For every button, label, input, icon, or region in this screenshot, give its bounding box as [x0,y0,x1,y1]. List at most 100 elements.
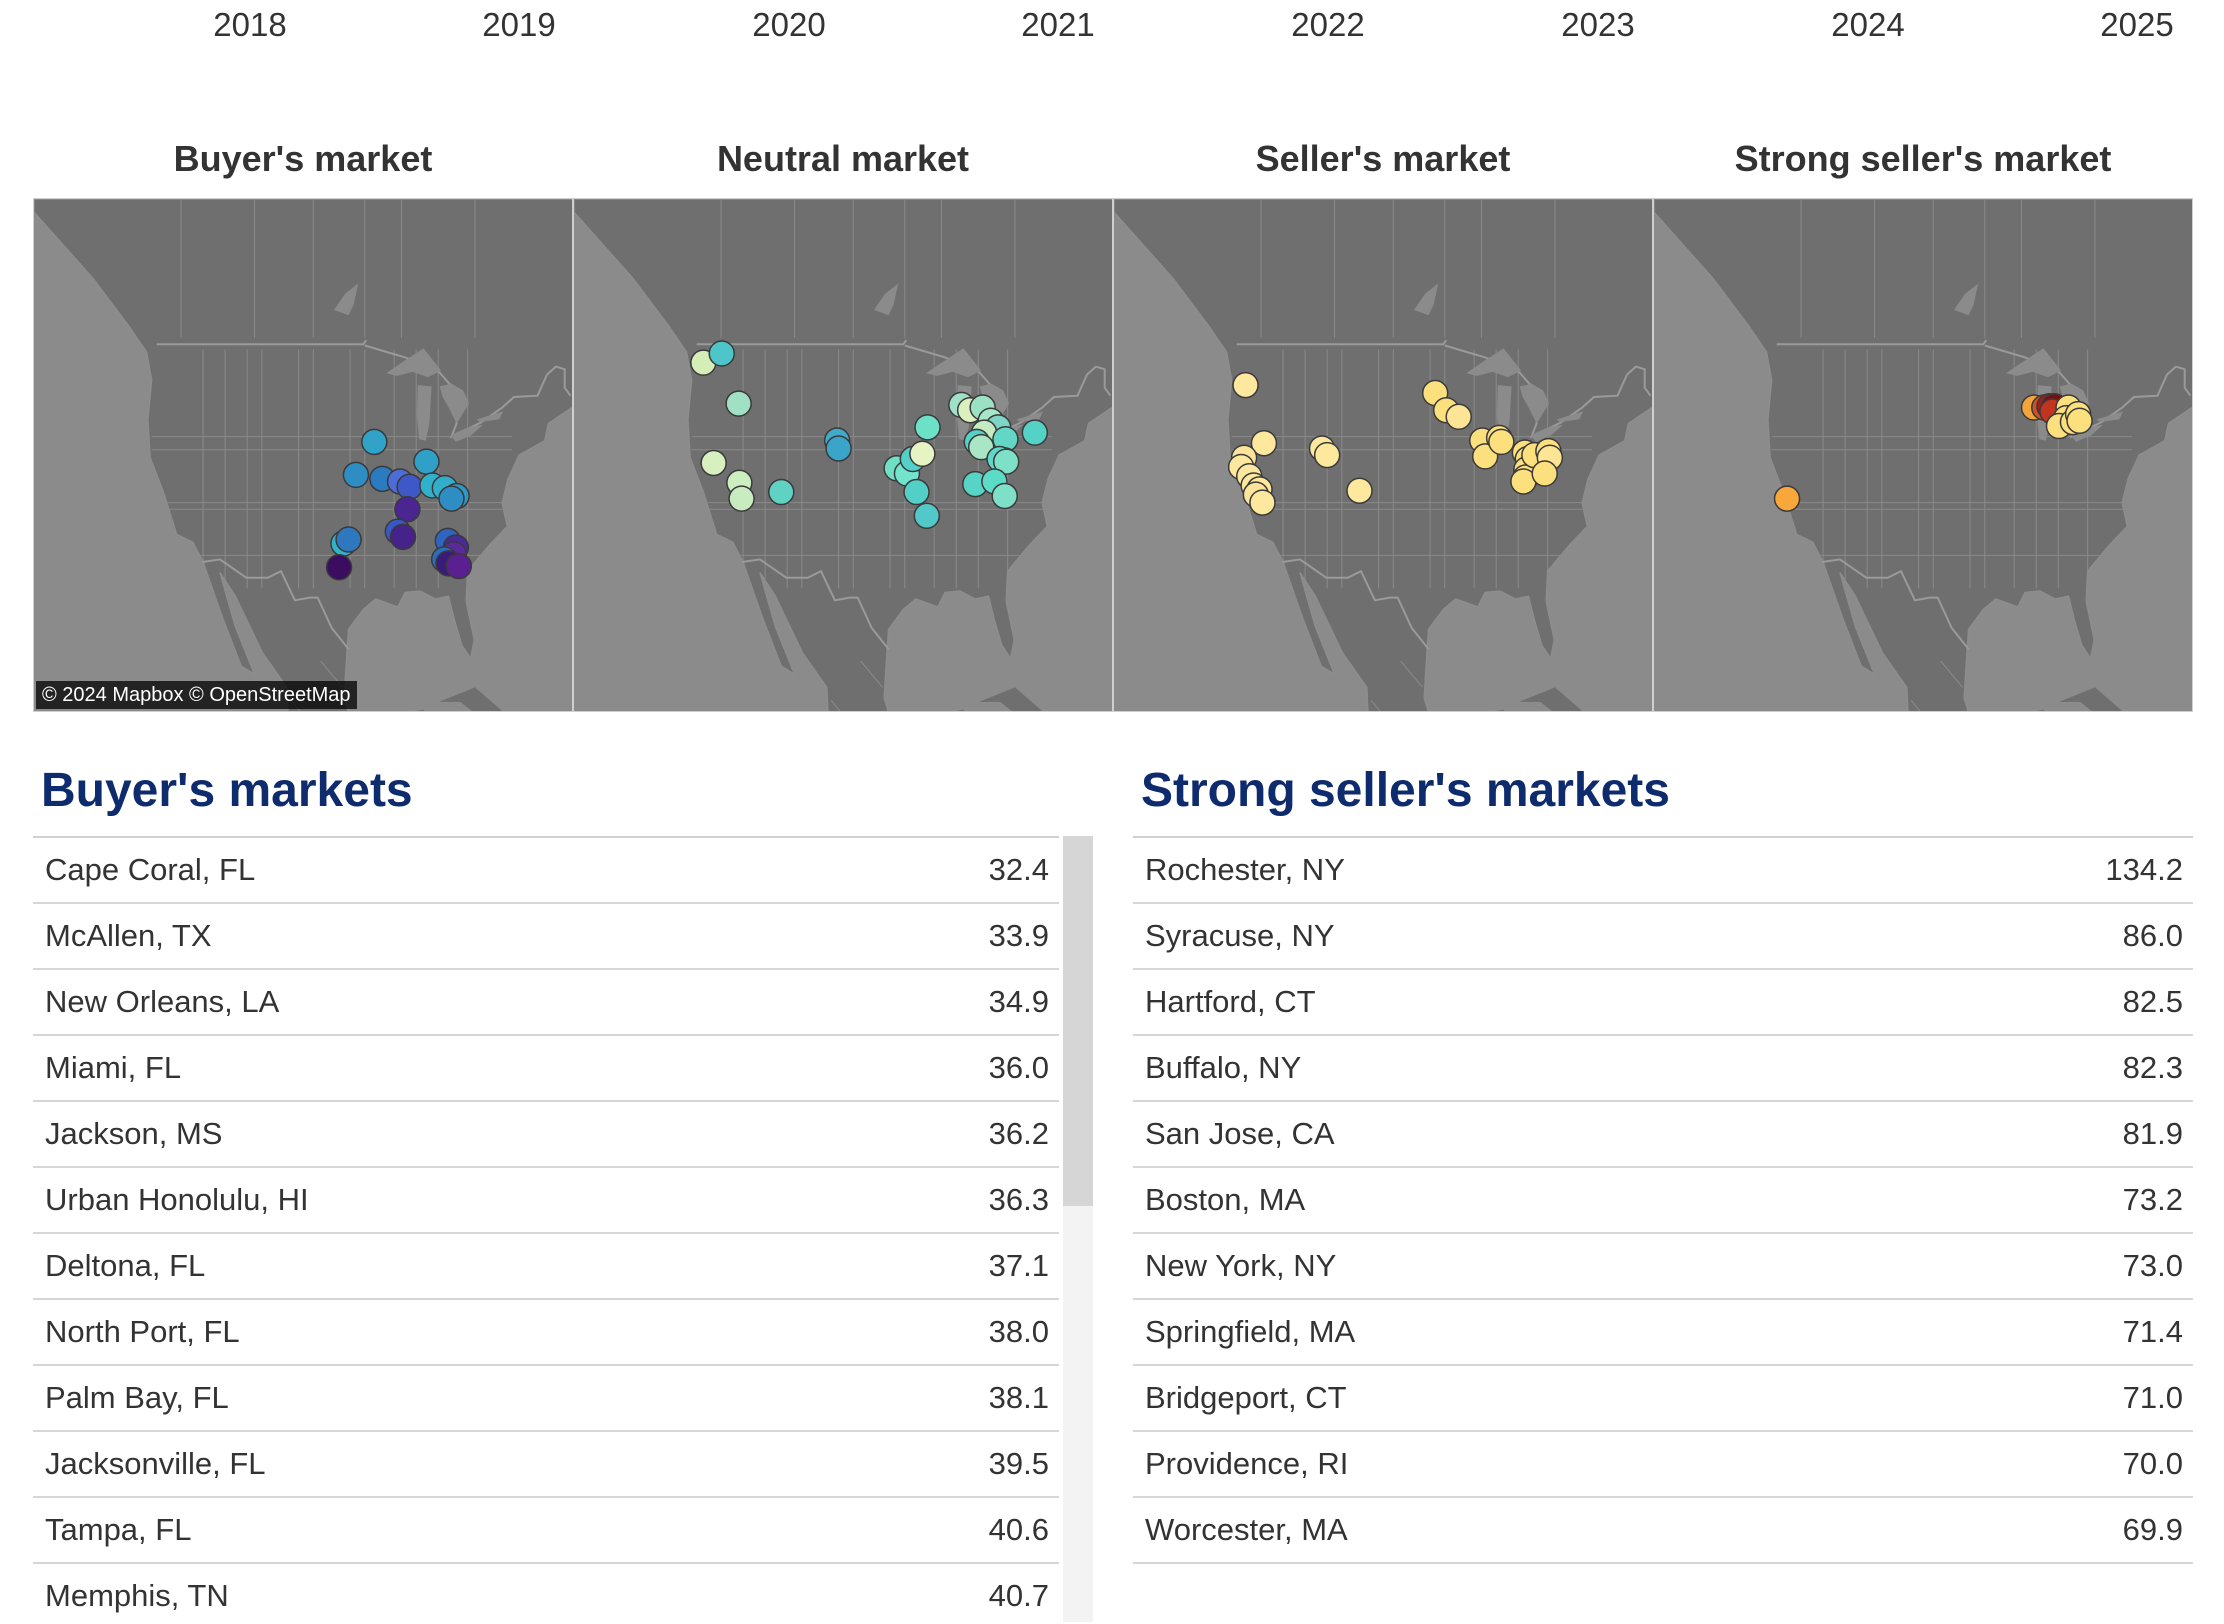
metro-marker[interactable] [909,440,936,468]
metro-name: Buffalo, NY [1145,1050,1302,1085]
metro-name: Worcester, MA [1145,1512,1348,1547]
table-row[interactable]: Worcester, MA 69.9 [1133,1498,2193,1564]
metro-name: Syracuse, NY [1145,918,1335,953]
table-row[interactable]: North Port, FL 38.0 [33,1300,1059,1366]
table-row[interactable]: Springfield, MA 71.4 [1133,1300,2193,1366]
map-canvas[interactable] [34,199,572,711]
table-row[interactable]: Hartford, CT 82.5 [1133,970,2193,1036]
year-option-2021[interactable]: 2021 [1021,6,1095,43]
map-strong-sellers-market[interactable] [1653,198,2193,712]
table-row[interactable]: Urban Honolulu, HI 36.3 [33,1168,1059,1234]
metro-marker[interactable] [2066,407,2093,435]
metro-marker[interactable] [394,495,421,523]
year-option-2024[interactable]: 2024 [1831,6,1905,43]
metro-marker[interactable] [992,448,1020,475]
panel-sellers-market: Seller's market [1113,120,1653,712]
metro-marker[interactable] [708,340,735,367]
buyers-table-scrollbar[interactable] [1063,836,1093,1622]
market-index-value: 33.9 [988,918,1049,953]
metro-name: Providence, RI [1145,1446,1349,1481]
metro-marker[interactable] [389,523,417,551]
year-option-2018[interactable]: 2018 [213,6,287,43]
map-neutral-market[interactable] [573,198,1113,712]
country-border [742,558,890,650]
table-row[interactable]: Cape Coral, FL 32.4 [33,838,1059,904]
map-sellers-market[interactable] [1113,198,1653,712]
metro-marker[interactable] [438,485,465,512]
metro-marker[interactable] [325,554,353,581]
market-index-value: 86.0 [2122,918,2183,953]
table-row[interactable]: Memphis, TN 40.7 [33,1564,1059,1624]
metro-marker[interactable] [413,448,440,475]
strong-sellers-markets-section: Strong seller's markets Rochester, NY 134… [1133,760,2193,1564]
metro-marker[interactable] [1488,428,1515,456]
metro-marker[interactable] [1249,489,1276,516]
table-row[interactable]: Buffalo, NY 82.3 [1133,1036,2193,1102]
table-row[interactable]: Jackson, MS 36.2 [33,1102,1059,1168]
table-row[interactable]: Bridgeport, CT 71.0 [1133,1366,2193,1432]
metro-marker[interactable] [1232,371,1259,399]
lake [873,283,899,316]
metro-marker[interactable] [967,433,995,461]
table-row[interactable]: Providence, RI 70.0 [1133,1432,2193,1498]
map-attribution[interactable]: © 2024 Mapbox © OpenStreetMap [36,681,357,709]
table-row[interactable]: Palm Bay, FL 38.1 [33,1366,1059,1432]
metro-marker[interactable] [1021,419,1049,446]
buyers-markets-section: Buyer's markets Cape Coral, FL 32.4 McAlle… [33,760,1093,1622]
metro-marker[interactable] [1313,441,1341,469]
table-row[interactable]: Boston, MA 73.2 [1133,1168,2193,1234]
buyers-markets-table[interactable]: Cape Coral, FL 32.4 McAllen, TX 33.9 New Orl… [33,836,1059,1624]
table-row[interactable]: New York, NY 73.0 [1133,1234,2193,1300]
metro-name: North Port, FL [45,1314,240,1349]
metro-marker[interactable] [1346,477,1373,504]
metro-name: McAllen, TX [45,918,212,953]
panel-neutral-market: Neutral market [573,120,1113,712]
table-row[interactable]: Tampa, FL 40.6 [33,1498,1059,1564]
year-option-2025[interactable]: 2025 [2100,6,2174,43]
buyers-markets-title: Buyer's markets [41,764,413,817]
metro-marker[interactable] [335,526,362,553]
panel-strong-sellers-market: Strong seller's market [1653,120,2193,712]
map-canvas[interactable] [1114,199,1652,711]
table-row[interactable]: San Jose, CA 81.9 [1133,1102,2193,1168]
map-buyers-market[interactable]: © 2024 Mapbox © OpenStreetMap [33,198,573,712]
scrollbar-thumb[interactable] [1063,836,1093,1206]
metro-marker[interactable] [728,485,755,512]
year-option-2020[interactable]: 2020 [752,6,826,43]
metro-marker[interactable] [1531,460,1558,487]
lake [386,348,442,378]
metro-marker[interactable] [700,449,727,477]
lake [1953,283,1979,316]
metro-marker[interactable] [1445,403,1472,431]
year-option-2023[interactable]: 2023 [1561,6,1635,43]
metro-marker[interactable] [913,502,941,530]
metro-marker[interactable] [768,478,795,506]
metro-marker[interactable] [725,390,752,417]
market-index-value: 38.0 [988,1314,1049,1349]
metro-marker[interactable] [396,473,423,501]
map-canvas[interactable] [574,199,1112,711]
metro-marker[interactable] [361,428,388,456]
map-canvas[interactable] [1654,199,2192,711]
metro-marker[interactable] [1773,485,1801,512]
metro-marker[interactable] [445,552,473,580]
lake [416,385,432,441]
table-row[interactable]: New Orleans, LA 34.9 [33,970,1059,1036]
metro-marker[interactable] [825,435,852,462]
table-row[interactable]: Rochester, NY 134.2 [1133,838,2193,904]
table-row[interactable]: Miami, FL 36.0 [33,1036,1059,1102]
panel-title-neutral-market: Neutral market [716,138,970,179]
metro-marker[interactable] [914,414,941,441]
table-row[interactable]: McAllen, TX 33.9 [33,904,1059,970]
strong-sellers-markets-table[interactable]: Rochester, NY 134.2 Syracuse, NY 86.0 Hartfo… [1133,836,2193,1578]
table-row[interactable]: Jacksonville, FL 39.5 [33,1432,1059,1498]
metro-marker[interactable] [991,482,1018,510]
island [1519,687,1583,711]
table-row[interactable]: Deltona, FL 37.1 [33,1234,1059,1300]
year-option-2019[interactable]: 2019 [482,6,556,43]
metro-marker[interactable] [342,461,370,489]
metro-marker[interactable] [1250,429,1278,457]
year-option-2022[interactable]: 2022 [1291,6,1365,43]
metro-marker[interactable] [903,478,930,506]
table-row[interactable]: Syracuse, NY 86.0 [1133,904,2193,970]
